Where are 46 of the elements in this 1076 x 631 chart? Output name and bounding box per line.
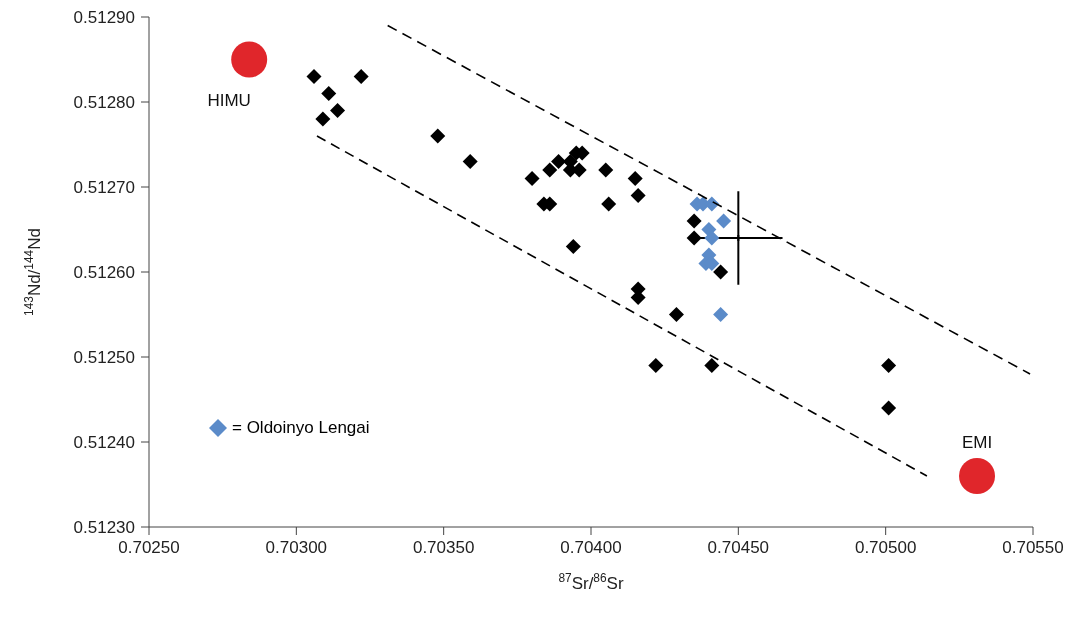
point — [668, 307, 684, 322]
point — [306, 69, 322, 84]
x-axis-title: $^{87}$Sr/$^{86}$Sr — [558, 571, 624, 593]
y-tick-label: 0.51240 — [73, 433, 135, 453]
y-tick-label: 0.51280 — [73, 93, 135, 113]
point — [686, 213, 702, 229]
x-tick-label: 0.70350 — [412, 538, 475, 558]
x-tick-label: 0.70400 — [560, 538, 622, 558]
point — [716, 213, 732, 229]
point — [648, 358, 664, 373]
point — [231, 41, 268, 78]
x-tick-label: 0.70500 — [854, 538, 917, 558]
point — [598, 162, 614, 178]
y-tick-label: 0.51290 — [73, 8, 135, 28]
point — [551, 154, 567, 169]
x-tick-label: 0.70450 — [707, 538, 770, 558]
x-tick-label: 0.70300 — [265, 538, 328, 558]
point — [630, 188, 646, 203]
x-tick-label: 0.70550 — [1002, 538, 1064, 558]
point — [881, 400, 897, 416]
point — [686, 230, 702, 246]
point — [704, 230, 720, 246]
point — [601, 196, 617, 212]
point — [959, 458, 996, 494]
x-tick-label: 0.70250 — [118, 538, 180, 558]
legend-label: = Oldoinyo Lengai — [232, 418, 370, 438]
point — [353, 69, 369, 84]
point — [713, 264, 729, 280]
annotation: HIMU — [207, 90, 251, 110]
point — [330, 103, 346, 118]
y-tick-label: 0.51270 — [73, 178, 135, 198]
y-tick-label: 0.51260 — [73, 263, 135, 283]
point — [565, 239, 581, 254]
y-tick-label: 0.51250 — [73, 348, 135, 368]
point — [315, 111, 331, 127]
point — [462, 154, 478, 169]
y-tick-label: 0.51230 — [73, 518, 135, 538]
point — [524, 171, 540, 186]
point — [321, 86, 337, 101]
point — [881, 358, 897, 373]
point — [430, 128, 446, 144]
point — [542, 162, 558, 178]
point — [627, 171, 643, 186]
point — [713, 307, 729, 322]
annotation: EMI — [961, 433, 993, 452]
point — [704, 358, 720, 373]
